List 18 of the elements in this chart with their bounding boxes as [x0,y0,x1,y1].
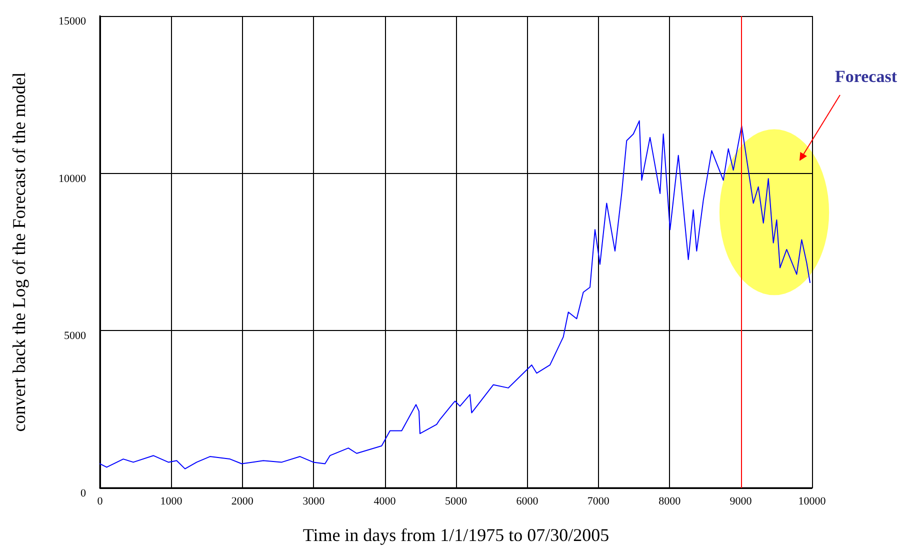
text: Forecast [835,67,898,86]
x-tick-label: 7000 [587,496,610,508]
x-tick-label: 8000 [658,496,682,508]
x-tick-label: 5000 [445,496,468,508]
x-tick-label: 3000 [302,496,326,508]
x-tick-label: 0 [97,496,104,508]
x-tick-label: 4000 [374,496,396,508]
y-tick-label: 0 [80,488,86,500]
y-tick-label: 10000 [58,172,86,185]
x-tick-label: 6000 [516,496,539,508]
x-tick-label: 1000 [160,496,183,508]
y-axis-title: convert back the Log of the Forecast of the model [9,72,29,432]
y-tick-label: 15000 [58,16,86,28]
x-tick-label: 2000 [231,496,254,508]
x-tick-label: 10000 [798,496,826,508]
y-tick-label: 5000 [64,330,86,342]
x-axis-title: Time in days from 1/1/1975 to 07/30/2005 [302,525,610,545]
x-tick-label: 9000 [730,496,752,508]
